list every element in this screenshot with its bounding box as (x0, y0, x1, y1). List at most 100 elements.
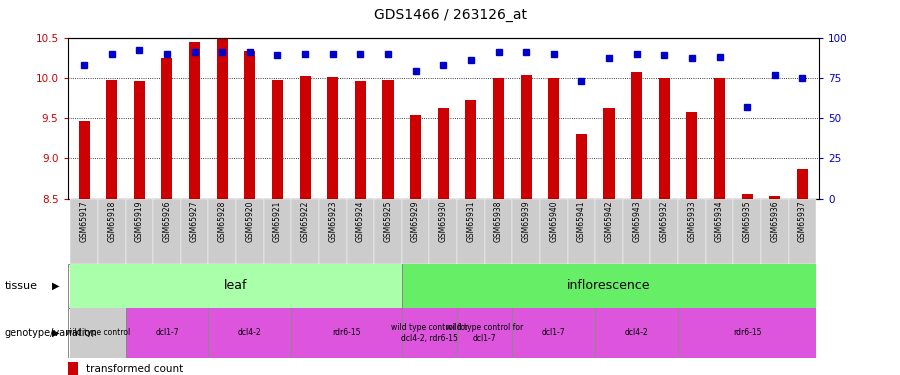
Text: rdr6-15: rdr6-15 (733, 328, 761, 338)
Text: GSM65939: GSM65939 (522, 201, 531, 242)
Bar (485, 199, 512, 264)
Bar (319, 199, 346, 264)
Bar (78, 120, 90, 199)
Text: transformed count: transformed count (86, 364, 183, 374)
Text: dcl4-2: dcl4-2 (625, 328, 649, 338)
Text: leaf: leaf (224, 279, 248, 292)
Bar (651, 199, 678, 264)
Bar (576, 134, 587, 199)
Bar (264, 199, 292, 264)
Bar (457, 308, 512, 358)
Bar (217, 38, 228, 199)
Text: ▶: ▶ (52, 281, 59, 291)
Text: GSM65930: GSM65930 (438, 201, 447, 242)
Text: GSM65926: GSM65926 (163, 201, 172, 242)
Text: GSM65917: GSM65917 (79, 201, 88, 242)
Bar (734, 199, 761, 264)
Bar (70, 308, 125, 358)
Text: dcl4-2: dcl4-2 (238, 328, 262, 338)
Text: GSM65925: GSM65925 (383, 201, 392, 242)
Bar (106, 80, 117, 199)
Bar (410, 115, 421, 199)
Text: dcl1-7: dcl1-7 (155, 328, 179, 338)
Bar (401, 264, 816, 308)
Bar (548, 78, 559, 199)
Text: GSM65935: GSM65935 (742, 201, 752, 242)
Text: GSM65931: GSM65931 (466, 201, 475, 242)
Bar (272, 80, 283, 199)
Bar (659, 78, 670, 199)
Bar (687, 112, 698, 199)
Text: GSM65937: GSM65937 (798, 201, 807, 242)
Bar (346, 199, 374, 264)
Text: GDS1466 / 263126_at: GDS1466 / 263126_at (374, 8, 526, 21)
Bar (595, 199, 623, 264)
Bar (520, 75, 532, 199)
Bar (125, 199, 153, 264)
Text: GSM65938: GSM65938 (494, 201, 503, 242)
Text: GSM65924: GSM65924 (356, 201, 364, 242)
Text: GSM65919: GSM65919 (135, 201, 144, 242)
Bar (604, 108, 615, 199)
Text: GSM65918: GSM65918 (107, 201, 116, 242)
Bar (678, 308, 816, 358)
Bar (401, 199, 429, 264)
Text: GSM65920: GSM65920 (246, 201, 255, 242)
Bar (244, 51, 256, 199)
Text: GSM65928: GSM65928 (218, 201, 227, 242)
Bar (292, 308, 401, 358)
Bar (153, 199, 181, 264)
Bar (770, 195, 780, 199)
Bar (706, 199, 734, 264)
Bar (236, 199, 264, 264)
Text: wild type control for
dcl1-7: wild type control for dcl1-7 (446, 323, 523, 342)
Text: GSM65940: GSM65940 (549, 201, 558, 242)
Bar (761, 199, 788, 264)
Text: GSM65927: GSM65927 (190, 201, 199, 242)
Bar (457, 199, 485, 264)
Bar (714, 78, 725, 199)
Bar (437, 108, 449, 199)
Bar (98, 199, 125, 264)
Bar (512, 199, 540, 264)
Text: tissue: tissue (4, 281, 38, 291)
Text: GSM65941: GSM65941 (577, 201, 586, 242)
Bar (568, 199, 595, 264)
Bar (70, 199, 98, 264)
Text: GSM65922: GSM65922 (301, 201, 310, 242)
Bar (300, 76, 310, 199)
Bar (796, 169, 808, 199)
Bar (595, 308, 678, 358)
Text: GSM65929: GSM65929 (411, 201, 420, 242)
Bar (512, 308, 595, 358)
Text: inflorescence: inflorescence (567, 279, 651, 292)
Bar (678, 199, 706, 264)
Text: GSM65943: GSM65943 (632, 201, 641, 242)
Bar (209, 308, 292, 358)
Bar (623, 199, 651, 264)
Text: rdr6-15: rdr6-15 (332, 328, 361, 338)
Text: dcl1-7: dcl1-7 (542, 328, 565, 338)
Text: GSM65933: GSM65933 (688, 201, 697, 242)
Bar (355, 81, 366, 199)
Text: GSM65934: GSM65934 (715, 201, 724, 242)
Bar (189, 42, 200, 199)
Text: GSM65932: GSM65932 (660, 201, 669, 242)
Bar (181, 199, 209, 264)
Text: genotype/variation: genotype/variation (4, 328, 97, 338)
Text: GSM65923: GSM65923 (328, 201, 338, 242)
Bar (788, 199, 816, 264)
Bar (631, 72, 643, 199)
Text: wild type control for
dcl4-2, rdr6-15: wild type control for dcl4-2, rdr6-15 (391, 323, 468, 342)
Bar (540, 199, 568, 264)
Text: GSM65936: GSM65936 (770, 201, 779, 242)
Bar (161, 58, 173, 199)
Bar (209, 199, 236, 264)
Text: ▶: ▶ (52, 328, 59, 338)
Bar (374, 199, 401, 264)
Bar (328, 77, 338, 199)
Bar (429, 199, 457, 264)
Bar (401, 308, 457, 358)
Bar (70, 264, 401, 308)
Bar (742, 194, 752, 199)
